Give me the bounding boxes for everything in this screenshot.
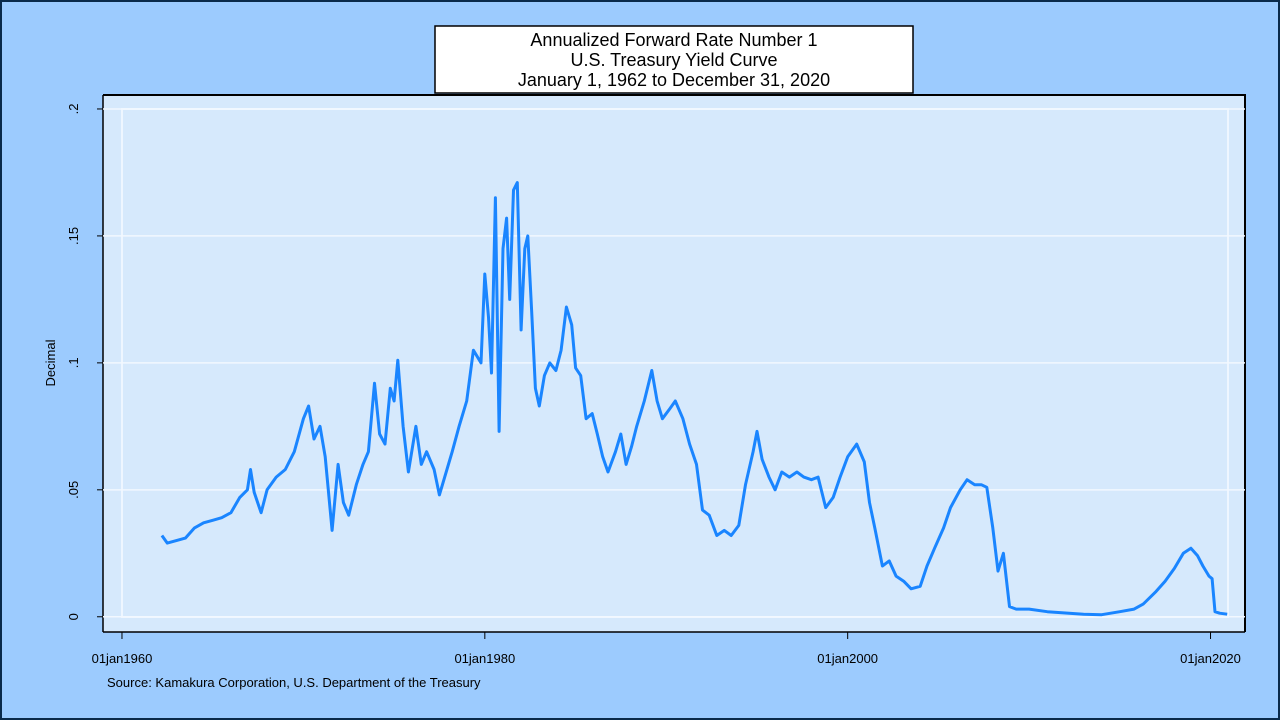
y-tick-label: .1 bbox=[66, 357, 81, 368]
data-line bbox=[160, 181, 1228, 617]
y-tick-label: .2 bbox=[66, 104, 81, 115]
x-tick-label: 01jan1960 bbox=[92, 651, 153, 666]
x-tick-label: 01jan2020 bbox=[1180, 651, 1241, 666]
chart-subtitle: January 1, 1962 to December 31, 2020 bbox=[518, 70, 830, 90]
source-note: Source: Kamakura Corporation, U.S. Depar… bbox=[107, 675, 481, 690]
y-tick-label: .05 bbox=[66, 481, 81, 499]
plot-frame bbox=[103, 94, 1246, 632]
y-axis-label: Decimal bbox=[43, 339, 58, 386]
x-tick-label: 01jan1980 bbox=[454, 651, 515, 666]
title-box bbox=[434, 25, 914, 94]
chart-title: Annualized Forward Rate Number 1 bbox=[530, 30, 817, 50]
x-tick-label: 01jan2000 bbox=[817, 651, 878, 666]
chart-subtitle: U.S. Treasury Yield Curve bbox=[570, 50, 777, 70]
y-tick-label: 0 bbox=[66, 613, 81, 620]
y-tick-label: .15 bbox=[66, 227, 81, 245]
